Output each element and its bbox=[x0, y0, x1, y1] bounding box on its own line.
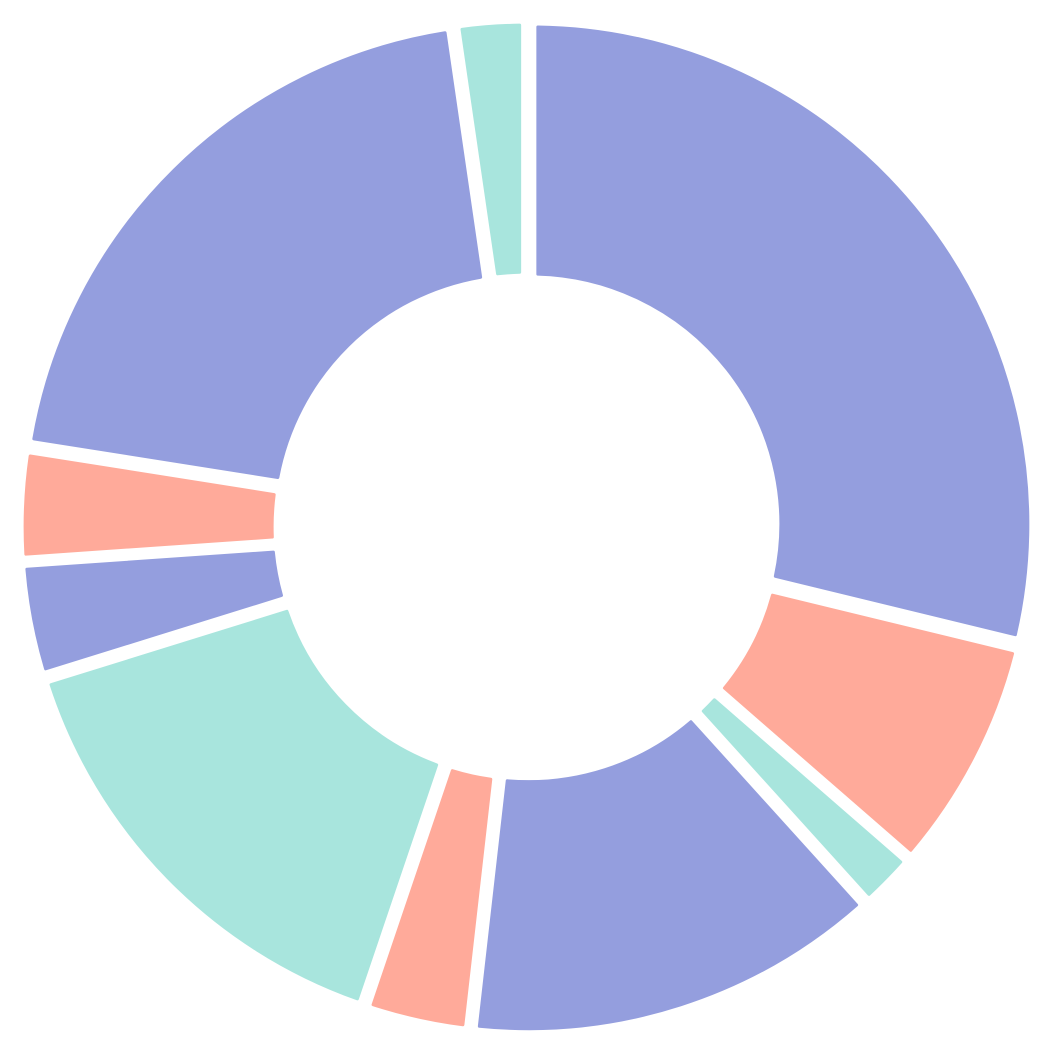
donut-slice-3 bbox=[701, 698, 903, 896]
donut-slice-2 bbox=[722, 593, 1015, 852]
donut-slice-4 bbox=[477, 720, 859, 1031]
donut-slice-1 bbox=[536, 25, 1030, 637]
donut-slice-9 bbox=[32, 31, 483, 480]
donut-slice-5 bbox=[371, 769, 493, 1027]
donut-slices bbox=[23, 23, 1030, 1031]
donut-slice-8 bbox=[23, 454, 276, 556]
donut-slice-10 bbox=[460, 23, 522, 276]
donut-slice-7 bbox=[25, 550, 283, 671]
donut-slice-6 bbox=[49, 609, 439, 1001]
